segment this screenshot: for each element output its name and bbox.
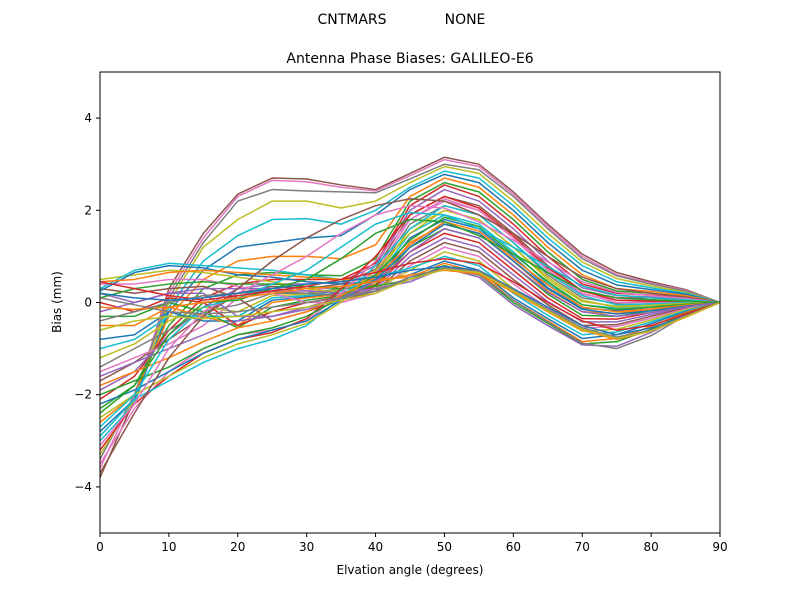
y-tick-label: −4 [74, 480, 92, 494]
series-line-46 [99, 268, 721, 340]
x-tick-label: 0 [96, 540, 104, 554]
series-line-39 [99, 204, 721, 446]
x-tick-label: 70 [575, 540, 590, 554]
x-tick-label: 30 [299, 540, 314, 554]
x-axis-label: Elvation angle (degrees) [337, 563, 484, 577]
series-line-2 [99, 158, 721, 469]
y-axis-ticks: −4 −2 0 2 4 [74, 111, 100, 494]
x-axis-ticks: 0 10 20 30 40 50 60 70 80 90 [96, 533, 728, 554]
series-line-20 [99, 237, 721, 323]
x-tick-label: 90 [712, 540, 727, 554]
series-line-44 [99, 269, 721, 341]
series-line-21 [99, 241, 721, 327]
series-line-45 [99, 267, 721, 338]
x-tick-label: 60 [506, 540, 521, 554]
y-axis-label: Bias (mm) [50, 271, 64, 333]
series-line-22 [100, 246, 721, 329]
y-tick-label: 0 [84, 296, 92, 310]
series-line-3 [99, 163, 721, 460]
series-line-34 [99, 216, 721, 396]
series-line-28 [99, 267, 721, 348]
x-tick-label: 50 [437, 540, 452, 554]
series-line-16 [99, 218, 721, 341]
y-tick-label: −2 [74, 388, 92, 402]
x-tick-label: 10 [161, 540, 176, 554]
series-line-35 [99, 221, 721, 387]
x-tick-label: 20 [230, 540, 245, 554]
series-line-32 [99, 204, 720, 437]
x-tick-label: 40 [368, 540, 383, 554]
series-line-24 [99, 255, 721, 336]
suptitle-right: NONE [445, 12, 486, 28]
series-line-33 [99, 209, 721, 419]
series-lines [99, 156, 721, 478]
series-line-37 [99, 227, 721, 377]
series-line-4 [99, 165, 721, 456]
series-line-1 [99, 156, 721, 478]
series-line-42 [99, 257, 721, 331]
suptitle-left: CNTMARS [317, 12, 386, 28]
series-line-38 [99, 198, 721, 474]
series-line-40 [99, 211, 721, 428]
series-line-5 [99, 170, 721, 442]
x-tick-label: 80 [643, 540, 658, 554]
y-tick-label: 2 [84, 203, 92, 217]
y-tick-label: 4 [84, 111, 92, 125]
series-line-36 [99, 223, 721, 405]
series-line-43 [99, 265, 721, 336]
chart-title: Antenna Phase Biases: GALILEO-E6 [286, 51, 533, 67]
